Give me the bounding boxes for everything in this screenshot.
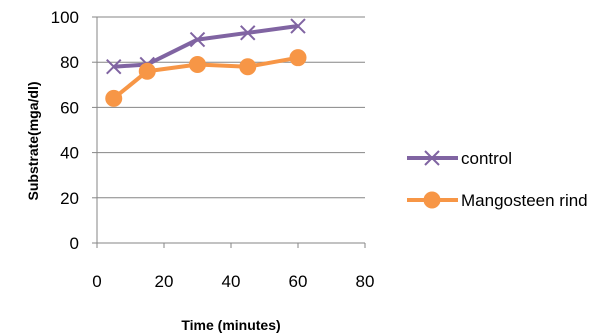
data-point-1-1: [138, 62, 156, 80]
x-axis-title: Time (minutes): [181, 317, 280, 333]
y-tick-label: 20: [60, 189, 79, 208]
axes: [92, 16, 366, 248]
series-group: [105, 18, 307, 107]
data-point-1-4: [289, 49, 307, 67]
legend-label-0: control: [461, 149, 512, 168]
legend-label-1: Mangosteen rind: [461, 191, 588, 210]
y-tick-label: 0: [70, 234, 79, 253]
x-tick-labels: 0 20 40 60 80: [92, 272, 374, 291]
y-tick-labels: 0 20 40 60 80 100: [51, 8, 79, 253]
legend-marker-0: [424, 150, 440, 166]
x-tick-label: 0: [92, 272, 101, 291]
legend-marker-1: [423, 191, 441, 209]
data-point-1-3: [239, 58, 257, 76]
data-point-1-0: [105, 89, 123, 107]
series-line-0: [113, 24, 299, 69]
y-tick-label: 80: [60, 53, 79, 72]
gridlines: [97, 16, 365, 199]
data-point-0-3: [240, 25, 256, 41]
data-point-0-4: [290, 18, 306, 34]
data-point-1-2: [189, 55, 206, 73]
x-tick-label: 60: [289, 272, 308, 291]
legend: control Mangosteen rind: [407, 149, 588, 210]
x-tick-label: 80: [356, 272, 375, 291]
y-tick-label: 40: [60, 144, 79, 163]
data-point-0-2: [189, 31, 206, 48]
data-point-0-0: [106, 59, 122, 75]
y-axis-title: Substrate(mga/dl): [25, 81, 41, 200]
y-tick-label: 60: [60, 98, 79, 117]
x-tick-label: 20: [155, 272, 174, 291]
x-tick-label: 40: [222, 272, 241, 291]
y-tick-label: 100: [51, 8, 79, 27]
